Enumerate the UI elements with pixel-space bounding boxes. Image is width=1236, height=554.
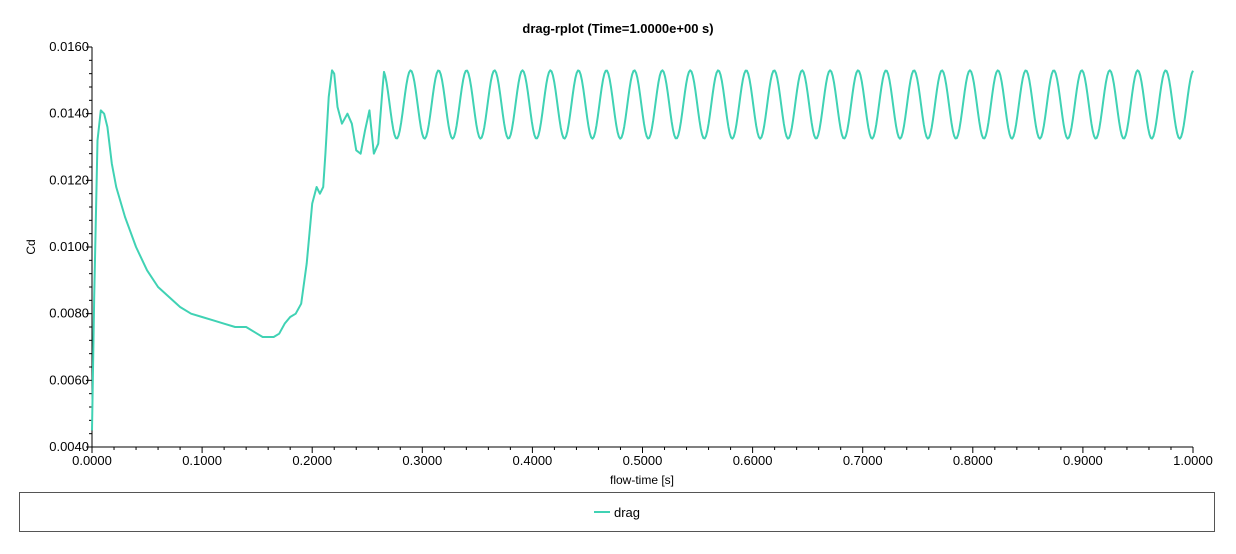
x-tick-label: 0.4000	[513, 453, 553, 468]
y-tick-label: 0.0100	[49, 239, 89, 254]
y-tick-label: 0.0160	[49, 39, 89, 54]
y-tick-label: 0.0060	[49, 372, 89, 387]
x-tick-label: 1.0000	[1173, 453, 1213, 468]
x-axis-label: flow-time [s]	[610, 473, 674, 487]
x-axis-ticks: 0.0000 0.1000 0.2000 0.3000 0.4000 0.5000 0.60…	[72, 447, 1213, 468]
x-tick-label: 0.5000	[623, 453, 663, 468]
x-tick-label: 0.2000	[292, 453, 332, 468]
legend-swatch-drag	[593, 511, 610, 513]
x-tick-label: 0.0000	[72, 453, 112, 468]
y-axis-ticks: 0.0040 0.0060 0.0080 0.0100 0.0120 0.0140 0.01…	[49, 39, 92, 454]
x-tick-label: 0.1000	[182, 453, 222, 468]
legend-entry-drag[interactable]: drag	[20, 493, 1214, 531]
x-tick-label: 0.8000	[953, 453, 993, 468]
y-tick-label: 0.0080	[49, 306, 89, 321]
y-tick-label: 0.0140	[49, 106, 89, 121]
chart-title: drag-rplot (Time=1.0000e+00 s)	[522, 21, 713, 36]
x-tick-label: 0.7000	[843, 453, 883, 468]
plot-area	[91, 69, 1194, 431]
legend: drag	[19, 492, 1215, 532]
x-tick-label: 0.6000	[733, 453, 773, 468]
y-axis-label: Cd	[24, 239, 38, 254]
x-tick-label: 0.3000	[402, 453, 442, 468]
y-tick-label: 0.0040	[49, 439, 89, 454]
y-tick-label: 0.0120	[49, 172, 89, 187]
x-tick-label: 0.9000	[1063, 453, 1103, 468]
series-line-drag	[91, 69, 1194, 431]
legend-label-drag: drag	[613, 504, 641, 520]
